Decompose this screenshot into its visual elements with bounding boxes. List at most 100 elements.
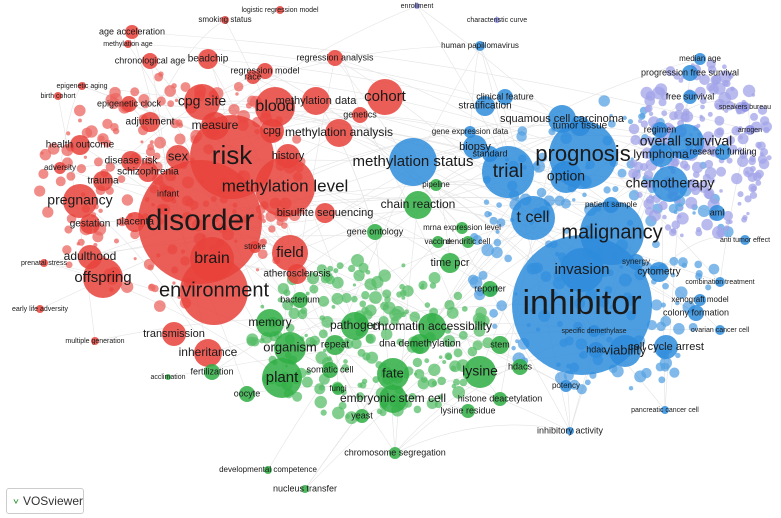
node-bubble	[292, 292, 308, 308]
node-bubble	[580, 201, 644, 265]
minor-bubble	[643, 180, 650, 187]
minor-bubble	[40, 151, 44, 155]
node-bubble	[325, 335, 345, 355]
minor-bubble	[412, 357, 423, 368]
minor-bubble	[748, 157, 756, 166]
node-label: gestation	[70, 219, 111, 230]
minor-bubble	[496, 300, 507, 311]
minor-bubble	[691, 161, 704, 173]
minor-bubble	[730, 86, 735, 92]
minor-bubble	[47, 143, 60, 155]
minor-bubble	[42, 206, 54, 218]
bubbles	[36, 3, 755, 493]
node-label: mrna expression level	[423, 223, 501, 232]
minor-bubble	[442, 360, 447, 365]
link	[79, 200, 209, 354]
node-bubble	[80, 214, 100, 234]
minor-bubble	[679, 206, 683, 211]
minor-bubble	[694, 260, 703, 269]
node-bubble	[745, 125, 755, 135]
minor-bubble	[584, 379, 591, 386]
minor-bubble	[662, 282, 669, 290]
minor-bubble	[695, 272, 703, 280]
node-label: placenta	[116, 217, 154, 228]
minor-bubble	[319, 315, 326, 321]
minor-bubble	[156, 96, 166, 106]
minor-bubble	[417, 377, 430, 390]
node-label: nucleus transfer	[273, 483, 337, 493]
minor-bubble	[322, 348, 327, 353]
minor-bubble	[473, 325, 486, 337]
minor-bubble	[105, 162, 115, 172]
node-label: bacterium	[280, 294, 320, 304]
node-label: cell cycle arrest	[628, 341, 704, 353]
minor-bubble	[117, 217, 127, 227]
node-label: pancreatic cancer cell	[631, 407, 699, 414]
minor-bubble	[130, 229, 140, 240]
minor-bubble	[645, 196, 654, 204]
node-bubble	[570, 116, 590, 136]
node-label: methylation status	[353, 153, 474, 170]
node-bubble	[140, 112, 160, 132]
minor-bubble	[341, 363, 350, 372]
minor-bubble	[749, 165, 756, 172]
minor-bubble	[170, 119, 180, 129]
vosviewer-logo: VOSviewer	[6, 488, 84, 514]
minor-bubble	[300, 307, 308, 315]
minor-bubble	[759, 116, 770, 126]
minor-bubble	[154, 136, 167, 149]
link	[264, 70, 463, 229]
node-label: adulthood	[64, 249, 117, 263]
minor-bubble	[492, 323, 498, 329]
minor-bubble	[259, 338, 265, 344]
minor-bubble	[671, 220, 681, 230]
minor-bubble	[459, 378, 468, 387]
node-label: lysine residue	[440, 405, 495, 415]
minor-bubble	[55, 176, 66, 187]
node-bubble	[287, 264, 307, 284]
minor-bubble	[413, 372, 418, 376]
node-bubble	[463, 135, 487, 159]
minor-bubble	[351, 295, 358, 303]
minor-bubble	[138, 93, 150, 106]
minor-bubble	[576, 384, 587, 395]
node-label: research funding	[689, 146, 756, 156]
minor-bubble	[292, 134, 302, 144]
minor-bubble	[472, 340, 483, 351]
minor-bubble	[691, 185, 701, 196]
link	[658, 236, 746, 273]
node-bubble	[652, 166, 688, 202]
minor-bubble	[320, 409, 327, 416]
node-label: option	[547, 168, 585, 184]
minor-bubble	[726, 157, 733, 164]
node-label: prognosis	[535, 141, 630, 166]
node-bubble	[121, 96, 137, 112]
minor-bubble	[147, 264, 154, 271]
minor-bubble	[669, 367, 680, 378]
node-bubble	[440, 253, 460, 273]
minor-bubble	[763, 126, 770, 134]
minor-bubble	[453, 348, 463, 358]
node-label: tumor tissue	[553, 121, 608, 132]
node-bubble	[475, 41, 485, 51]
minor-bubble	[736, 109, 742, 115]
node-label: xenograft model	[671, 295, 729, 304]
link	[284, 118, 563, 188]
minor-bubble	[401, 295, 406, 300]
node-bubble	[740, 102, 750, 112]
minor-bubble	[731, 172, 743, 185]
minor-bubble	[149, 140, 154, 145]
node-bubble	[276, 6, 284, 14]
node-label: regression analysis	[296, 52, 374, 62]
minor-bubble	[660, 362, 670, 372]
node-label: yeast	[351, 410, 373, 420]
node-bubble	[682, 65, 698, 81]
minor-bubble	[699, 74, 710, 85]
node-label: overall survival	[640, 133, 733, 149]
minor-bubble	[305, 291, 310, 296]
node-label: bisulfite sequencing	[277, 207, 374, 219]
minor-bubble	[424, 358, 430, 364]
link	[374, 231, 396, 454]
minor-bubble	[356, 392, 365, 401]
